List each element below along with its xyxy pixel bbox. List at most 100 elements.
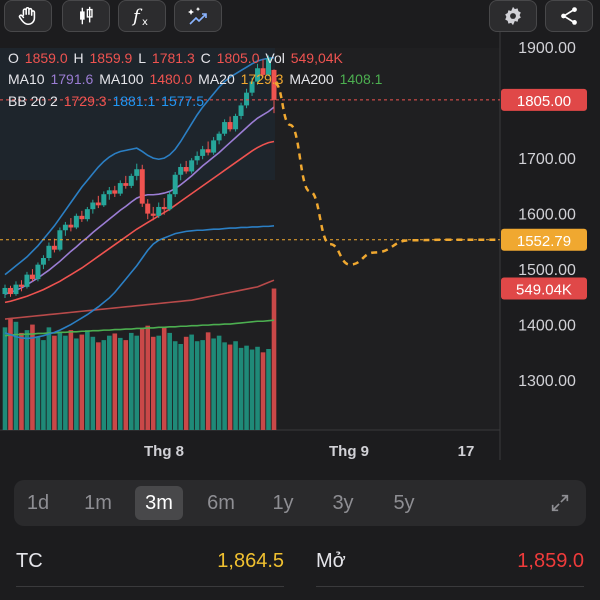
candle-body[interactable] <box>271 69 277 100</box>
drawing-tool-button[interactable] <box>174 0 222 32</box>
candle-body[interactable] <box>233 115 239 130</box>
candle-body[interactable] <box>18 284 24 287</box>
volume-bar <box>134 335 140 430</box>
range-3m[interactable]: 3m <box>135 486 183 520</box>
open-stat-value: 1,859.0 <box>517 550 584 572</box>
x-tick-label: 17 <box>458 443 475 460</box>
forecast-badge-bg <box>501 228 587 251</box>
candle-body[interactable] <box>2 287 8 295</box>
candle-body[interactable] <box>249 81 255 93</box>
candle-body[interactable] <box>238 105 244 116</box>
volume-bar <box>30 324 35 430</box>
candle-body[interactable] <box>40 258 46 265</box>
range-1d[interactable]: 1d <box>26 491 50 514</box>
range-1y[interactable]: 1y <box>272 491 294 514</box>
candle-type-button[interactable] <box>62 0 110 32</box>
x-tick-label: Thg 9 <box>329 443 369 460</box>
candle-body[interactable] <box>7 287 13 295</box>
candle-body[interactable] <box>222 122 228 134</box>
volume-bar <box>233 341 238 430</box>
candle-body[interactable] <box>194 155 200 161</box>
fullscreen-button[interactable] <box>536 486 584 520</box>
candle-body[interactable] <box>68 224 74 228</box>
candle-body[interactable] <box>183 167 189 172</box>
volume-bar <box>200 340 205 430</box>
volume-badge: 549.04K <box>516 282 572 299</box>
candle-body[interactable] <box>117 183 123 194</box>
candle-body[interactable] <box>255 68 261 82</box>
share-button[interactable] <box>545 0 593 32</box>
candle-body[interactable] <box>266 58 272 75</box>
candle-body[interactable] <box>200 149 206 156</box>
candle-body[interactable] <box>57 230 63 250</box>
candle-body[interactable] <box>95 202 101 206</box>
ma20-value: 1729.3 <box>240 71 284 87</box>
candle-body[interactable] <box>189 160 195 172</box>
volume-bar <box>35 336 41 430</box>
candle-body[interactable] <box>150 213 156 216</box>
gear-icon <box>505 6 521 26</box>
volume-bar <box>150 336 156 430</box>
ma200-label: MA200 <box>289 71 334 87</box>
candle-body[interactable] <box>106 190 112 195</box>
range-5y[interactable]: 5y <box>393 491 415 514</box>
volume-bar <box>68 330 74 430</box>
range-1m[interactable]: 1m <box>84 491 112 514</box>
candle-body[interactable] <box>211 140 217 153</box>
candle-body[interactable] <box>167 194 173 210</box>
volume-bar <box>107 335 112 430</box>
ma10-label: MA10 <box>8 71 45 87</box>
open-value: 1859.0 <box>24 50 68 66</box>
candle-body[interactable] <box>178 167 184 175</box>
candle-body[interactable] <box>51 245 57 250</box>
candle-body[interactable] <box>46 245 52 258</box>
volume-bar <box>139 329 145 430</box>
candle-body[interactable] <box>244 92 250 106</box>
candle-body[interactable] <box>101 194 107 206</box>
volume-bar <box>255 346 260 430</box>
volume-bar <box>46 327 52 430</box>
candle-body[interactable] <box>260 68 266 75</box>
price-chart[interactable]: 1900.001800.001700.001600.001500.001400.… <box>0 0 600 470</box>
candle-body[interactable] <box>139 169 145 204</box>
volume-bar <box>183 336 189 430</box>
candle-body[interactable] <box>73 215 79 228</box>
candle-body[interactable] <box>156 206 162 216</box>
candle-body[interactable] <box>123 183 129 186</box>
ma100-value: 1480.0 <box>149 71 193 87</box>
ma100-label: MA100 <box>99 71 144 87</box>
x-tick-label: Thg 8 <box>144 443 184 460</box>
candle-body[interactable] <box>24 274 30 287</box>
candle-body[interactable] <box>90 202 96 210</box>
candle-body[interactable] <box>112 190 118 194</box>
tc-label: TC <box>16 550 43 572</box>
candle-body[interactable] <box>216 133 222 141</box>
range-6m[interactable]: 6m <box>207 491 235 514</box>
candle-body[interactable] <box>84 209 90 220</box>
candle-body[interactable] <box>172 174 178 195</box>
range-selector: 1d 1m 3m 6m 1y 3y 5y <box>14 480 586 526</box>
y-tick-label: 1400.00 <box>518 318 576 335</box>
candle-body[interactable] <box>13 284 19 295</box>
hand-tool-button[interactable] <box>4 0 52 32</box>
volume-bar <box>112 333 118 430</box>
candle-body[interactable] <box>205 149 211 153</box>
candle-body[interactable] <box>134 169 140 176</box>
settings-button[interactable] <box>489 0 537 32</box>
ma-legend: MA10 1791.6 MA100 1480.0 MA20 1729.3 MA2… <box>8 71 384 87</box>
ma20-line <box>4 140 275 304</box>
candle-body[interactable] <box>227 122 233 130</box>
candle-body[interactable] <box>161 206 167 210</box>
volume-bar <box>189 334 194 430</box>
volume-bar <box>57 332 63 430</box>
candle-body[interactable] <box>29 274 35 280</box>
range-3y[interactable]: 3y <box>332 491 354 514</box>
candle-body[interactable] <box>128 175 134 186</box>
candle-body[interactable] <box>79 215 85 220</box>
candle-body[interactable] <box>62 224 68 231</box>
candle-body[interactable] <box>145 203 151 214</box>
candle-body[interactable] <box>35 264 41 280</box>
y-tick-label: 1700.00 <box>518 151 576 168</box>
